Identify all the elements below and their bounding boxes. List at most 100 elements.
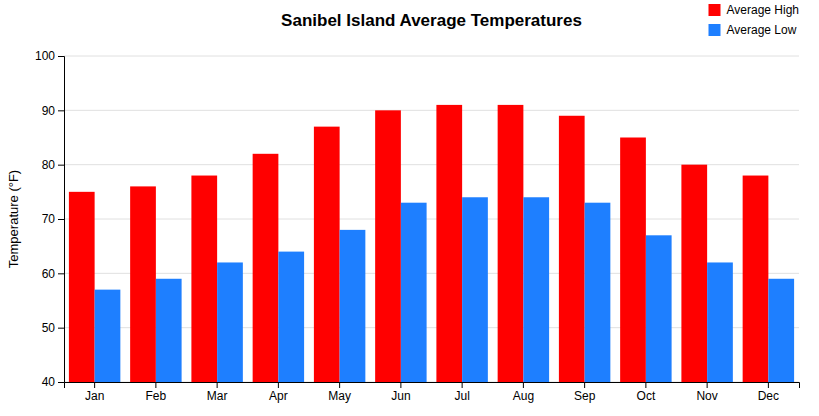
x-tick-mark [155, 382, 156, 388]
x-tick-mark [707, 382, 708, 388]
bar [375, 110, 401, 382]
x-tick: Jan [85, 382, 104, 403]
bars [69, 105, 794, 382]
y-tick-mark [58, 219, 64, 220]
x-tick-mark [523, 382, 524, 388]
x-tick: Jun [391, 382, 410, 403]
y-tick: 80 [42, 158, 64, 172]
x-tick-mark [94, 382, 95, 388]
bar-series [95, 197, 794, 382]
x-tick-label: Apr [269, 389, 288, 403]
bar-series [69, 105, 768, 382]
x-tick-mark [400, 382, 401, 388]
bar [130, 186, 156, 382]
bar [646, 235, 672, 382]
bar [681, 165, 707, 382]
x-tick: Feb [146, 382, 167, 403]
x-tick-mark [645, 382, 646, 388]
bar [585, 203, 611, 382]
x-tick: Jul [454, 382, 469, 403]
bar [253, 154, 279, 382]
bar [707, 262, 733, 382]
y-tick-label: 50 [42, 321, 56, 335]
x-tick-label: Jul [454, 389, 469, 403]
bar [559, 116, 585, 382]
y-tick-mark [58, 110, 64, 111]
bar [340, 230, 366, 382]
bar [743, 176, 769, 382]
x-tick-mark [584, 382, 585, 388]
x-tick: Dec [758, 382, 779, 403]
x-tick-label: Mar [207, 389, 228, 403]
x-tick-mark [339, 382, 340, 388]
x-tick: Oct [637, 382, 656, 403]
x-tick: Nov [696, 382, 717, 403]
bar [69, 192, 95, 382]
y-tick: 90 [42, 104, 64, 118]
x-tick-label: May [328, 389, 351, 403]
bar [523, 197, 549, 382]
bar [95, 290, 121, 382]
x-tick-mark [768, 382, 769, 388]
legend-swatch [709, 4, 721, 16]
y-tick-label: 80 [42, 158, 56, 172]
x-tick: Sep [574, 382, 596, 403]
x-tick: Mar [207, 382, 228, 403]
y-tick-label: 60 [42, 267, 56, 281]
x-tick-label: Dec [758, 389, 779, 403]
x-tick: Apr [269, 382, 288, 403]
y-tick-label: 100 [35, 49, 55, 63]
legend-label: Average Low [727, 23, 797, 37]
legend-item: Average High [709, 3, 800, 17]
x-tick-mark [278, 382, 279, 388]
x-axis-line [65, 383, 800, 389]
bar [278, 252, 304, 382]
y-tick-label: 70 [42, 212, 56, 226]
bar [156, 279, 182, 382]
y-axis-line [58, 57, 65, 383]
grid-line [64, 56, 799, 57]
bar [314, 127, 340, 382]
bar [462, 197, 488, 382]
y-tick: 50 [42, 321, 64, 335]
legend-swatch [709, 24, 721, 36]
bar [217, 262, 243, 382]
title: Sanibel Island Average Temperatures [281, 11, 582, 30]
y-tick-mark [58, 273, 64, 274]
x-tick-label: Aug [513, 389, 534, 403]
y-tick-label: 40 [42, 375, 56, 389]
y-tick: 100 [35, 49, 64, 63]
bar [768, 279, 794, 382]
x-tick: May [328, 382, 351, 403]
y-tick-mark [58, 56, 64, 57]
legend-label: Average High [727, 3, 800, 17]
y-axis: 40 50 60 70 80 90 100 [35, 49, 65, 389]
bar [191, 176, 217, 382]
grid-line [64, 110, 799, 111]
x-tick-mark [462, 382, 463, 388]
x-tick-label: Feb [146, 389, 167, 403]
chart: 40 50 60 70 80 90 100 Jan Feb Mar Apr May Jun Jul Aug S… [0, 0, 819, 416]
x-tick-label: Jan [85, 389, 104, 403]
plot: 40 50 60 70 80 90 100 Jan Feb Mar Apr May Jun Jul Aug S… [35, 49, 800, 416]
x-tick-label: Oct [637, 389, 656, 403]
x-axis: Jan Feb Mar Apr May Jun Jul Aug Sep Oct Nov Dec [65, 382, 800, 403]
bar [436, 105, 462, 382]
y-tick-mark [58, 165, 64, 166]
y-axis-title: Temperature (°F) [6, 170, 21, 268]
bar [620, 138, 646, 383]
legend-item: Average Low [709, 23, 797, 37]
bar [498, 105, 524, 382]
y-tick-label: 90 [42, 104, 56, 118]
y-tick: 40 [42, 375, 64, 389]
x-tick-label: Jun [391, 389, 410, 403]
y-tick: 70 [42, 212, 64, 226]
y-tick-mark [58, 328, 64, 329]
bar [401, 203, 427, 382]
legend: Average High Average Low [709, 3, 800, 37]
x-tick-label: Sep [574, 389, 596, 403]
x-tick-label: Nov [696, 389, 717, 403]
y-tick: 60 [42, 267, 64, 281]
y-tick-mark [58, 382, 64, 383]
x-tick-mark [217, 382, 218, 388]
